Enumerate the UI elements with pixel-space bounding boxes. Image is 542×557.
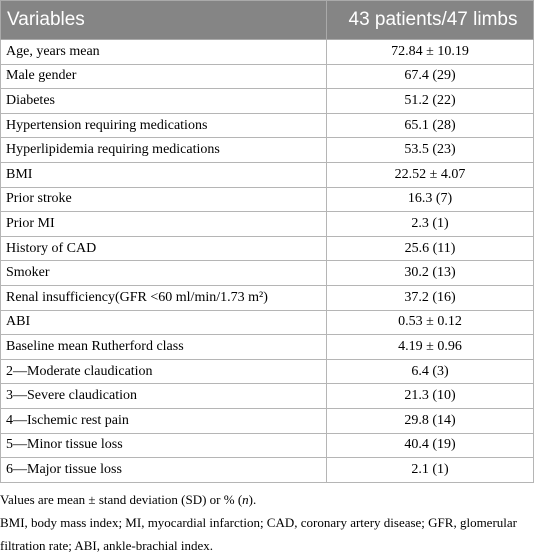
variable-cell: Prior stroke xyxy=(0,186,327,213)
footnote-text: ). xyxy=(248,492,257,507)
variable-cell: 6—Major tissue loss xyxy=(0,457,327,483)
table-row: Prior MI 2.3 (1) xyxy=(0,211,534,237)
variable-cell: Hyperlipidemia requiring medications xyxy=(0,137,327,163)
table-row: ABI 0.53 ± 0.12 xyxy=(0,309,534,336)
variable-cell: Baseline mean Rutherford class xyxy=(0,334,327,360)
table: Variables 43 patients/47 limbs Age, year… xyxy=(0,0,534,483)
footnote-text: Values are mean ± stand deviation (SD) o… xyxy=(0,492,243,507)
value-cell: 29.8 (14) xyxy=(326,407,534,434)
value-cell: 22.52 ± 4.07 xyxy=(326,161,534,188)
table-header: Variables 43 patients/47 limbs xyxy=(0,0,534,40)
table-row: 4—Ischemic rest pain 29.8 (14) xyxy=(0,407,534,434)
value-cell: 51.2 (22) xyxy=(326,88,534,114)
value-cell: 0.53 ± 0.12 xyxy=(326,309,534,336)
table-body: Age, years mean 72.84 ± 10.19 Male gender 6… xyxy=(0,39,534,483)
table-container: Variables 43 patients/47 limbs Age, year… xyxy=(0,0,534,483)
variable-cell: History of CAD xyxy=(0,235,327,262)
value-cell: 2.1 (1) xyxy=(326,457,534,483)
variable-cell: Renal insufficiency(GFR <60 ml/min/1.73 … xyxy=(0,284,327,311)
value-cell: 6.4 (3) xyxy=(326,358,534,385)
value-cell: 67.4 (29) xyxy=(326,63,534,90)
variable-cell: ABI xyxy=(0,309,327,336)
value-cell: 65.1 (28) xyxy=(326,112,534,139)
footnote: BMI, body mass index; MI, myocardial inf… xyxy=(0,515,517,553)
table-row: Smoker 30.2 (13) xyxy=(0,260,534,286)
table-row: Male gender 67.4 (29) xyxy=(0,63,534,90)
table-row: 6—Major tissue loss 2.1 (1) xyxy=(0,457,534,483)
table-row: 2—Moderate claudication 6.4 (3) xyxy=(0,358,534,385)
variable-cell: 5—Minor tissue loss xyxy=(0,432,327,459)
header-cell: Variables xyxy=(0,0,327,40)
table-row: Age, years mean 72.84 ± 10.19 xyxy=(0,39,534,65)
header-row: Variables 43 patients/47 limbs xyxy=(0,0,534,40)
table-row: History of CAD 25.6 (11) xyxy=(0,235,534,262)
value-cell: 40.4 (19) xyxy=(326,432,534,459)
value-cell: 72.84 ± 10.19 xyxy=(326,39,534,65)
table-row: Diabetes 51.2 (22) xyxy=(0,88,534,114)
table-row: 3—Severe claudication 21.3 (10) xyxy=(0,383,534,409)
table-row: BMI 22.52 ± 4.07 xyxy=(0,161,534,188)
variable-cell: Diabetes xyxy=(0,88,327,114)
variable-cell: Male gender xyxy=(0,63,327,90)
table-row: Hypertension requiring medications 65.1 (… xyxy=(0,112,534,139)
table-row: Renal insufficiency(GFR <60 ml/min/1.73 … xyxy=(0,284,534,311)
footnote-italic: n xyxy=(242,492,249,507)
value-cell: 25.6 (11) xyxy=(326,235,534,262)
header-cell: 43 patients/47 limbs xyxy=(326,0,534,40)
footnote: Values are mean ± stand deviation (SD) o… xyxy=(0,488,542,511)
value-cell: 21.3 (10) xyxy=(326,383,534,409)
value-cell: 16.3 (7) xyxy=(326,186,534,213)
variable-cell: 2—Moderate claudication xyxy=(0,358,327,385)
variable-cell: Age, years mean xyxy=(0,39,327,65)
variable-cell: 4—Ischemic rest pain xyxy=(0,407,327,434)
value-cell: 2.3 (1) xyxy=(326,211,534,237)
variable-cell: BMI xyxy=(0,161,327,188)
footnotes: Values are mean ± stand deviation (SD) o… xyxy=(0,488,542,557)
variable-cell: 3—Severe claudication xyxy=(0,383,327,409)
table-row: 5—Minor tissue loss 40.4 (19) xyxy=(0,432,534,459)
variable-cell: Prior MI xyxy=(0,211,327,237)
value-cell: 4.19 ± 0.96 xyxy=(326,334,534,360)
value-cell: 37.2 (16) xyxy=(326,284,534,311)
variable-cell: Hypertension requiring medications xyxy=(0,112,327,139)
table-row: Baseline mean Rutherford class 4.19 ± 0.9… xyxy=(0,334,534,360)
table-row: Prior stroke 16.3 (7) xyxy=(0,186,534,213)
value-cell: 53.5 (23) xyxy=(326,137,534,163)
value-cell: 30.2 (13) xyxy=(326,260,534,286)
variable-cell: Smoker xyxy=(0,260,327,286)
table-row: Hyperlipidemia requiring medications 53.5… xyxy=(0,137,534,163)
